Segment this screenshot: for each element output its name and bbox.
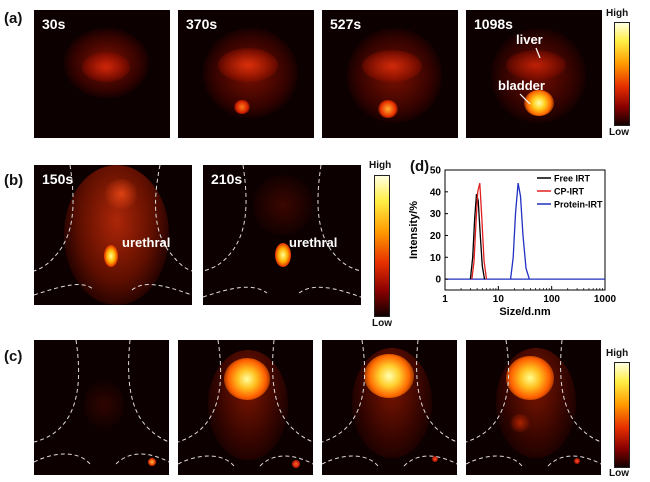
annotation-arrows xyxy=(519,47,541,105)
colorbar-low-label: Low xyxy=(372,318,392,329)
body-outline xyxy=(34,340,169,465)
y-tick-label: 40 xyxy=(430,187,442,198)
panel-a-image-4: 1098s liver bladder xyxy=(466,10,602,138)
liver-glow xyxy=(218,48,278,82)
legend-label: Free IRT xyxy=(554,174,591,184)
series-line-cp-irt xyxy=(471,182,488,280)
bladder-glow xyxy=(378,100,398,118)
legend-label: CP-IRT xyxy=(554,187,584,197)
time-label: 30s xyxy=(42,16,66,32)
panel-a-label: (a) xyxy=(4,10,23,27)
time-label: 210s xyxy=(211,171,243,187)
x-tick-label: 10 xyxy=(493,294,505,305)
size-distribution-chart: 0 10 20 30 40 50 1 10 100 1000 Size/d.nm Intensity/… xyxy=(408,166,617,319)
bladder-glow xyxy=(234,100,250,114)
y-tick-label: 50 xyxy=(430,166,442,177)
liver-glow xyxy=(362,50,422,82)
panel-a-image-3: 527s xyxy=(322,10,458,138)
lower-glow xyxy=(510,414,530,432)
panel-c-colorbar xyxy=(614,362,630,468)
panel-b-colorbar xyxy=(374,175,390,317)
legend-label: Protein-IRT xyxy=(554,200,603,210)
colorbar-low-label: Low xyxy=(609,468,629,479)
colorbar-high-label: High xyxy=(369,160,392,171)
time-label: 150s xyxy=(42,171,74,187)
liver-glow xyxy=(82,52,130,82)
panel-c-image-3 xyxy=(322,340,457,475)
urethral-annotation: urethral xyxy=(122,235,171,250)
y-tick-label: 20 xyxy=(430,231,442,242)
body-outline xyxy=(203,165,361,298)
liver-glow xyxy=(224,358,270,400)
y-tick-label: 10 xyxy=(430,253,442,264)
series-line-protein-irt xyxy=(509,182,530,280)
time-label: 527s xyxy=(330,16,362,32)
liver-glow xyxy=(506,356,554,400)
panel-b-image-2: 210s urethral xyxy=(203,165,361,305)
faint-glow xyxy=(84,380,124,430)
panel-d-label: (d) xyxy=(410,158,430,175)
x-axis-label: Size/d.nm xyxy=(499,306,551,318)
body-outline xyxy=(466,340,601,467)
colorbar-low-label: Low xyxy=(609,127,629,138)
y-tick-label: 0 xyxy=(435,275,441,286)
urethral-annotation: urethral xyxy=(289,235,338,250)
spot xyxy=(292,460,300,468)
panel-c-label: (c) xyxy=(4,348,23,365)
x-tick-label: 1 xyxy=(442,294,448,305)
body-outline xyxy=(34,165,192,296)
upper-glow xyxy=(104,179,138,209)
panel-b-label: (b) xyxy=(4,172,24,189)
panel-c-image-1 xyxy=(34,340,169,475)
panel-a-image-2: 370s xyxy=(178,10,314,138)
urethral-glow xyxy=(275,243,291,267)
colorbar-high-label: High xyxy=(606,8,629,19)
time-label: 1098s xyxy=(474,16,513,32)
y-tick-label: 30 xyxy=(430,209,442,220)
time-label: 370s xyxy=(186,16,218,32)
spot xyxy=(432,456,438,462)
x-tick-label: 1000 xyxy=(594,294,617,305)
panel-c-image-4 xyxy=(466,340,601,475)
liver-glow xyxy=(506,50,566,80)
body-glow xyxy=(253,175,313,235)
colorbar-high-label: High xyxy=(606,348,629,359)
panel-a-colorbar xyxy=(614,22,630,126)
y-axis-label: Intensity/% xyxy=(408,201,420,259)
body-outline xyxy=(178,340,313,467)
x-tick-label: 100 xyxy=(543,294,560,305)
body-outline xyxy=(322,340,457,467)
panel-c-image-2 xyxy=(178,340,313,475)
panel-b-image-1: 150s urethral xyxy=(34,165,192,305)
spot xyxy=(574,458,580,464)
spot xyxy=(148,458,156,466)
urethral-glow xyxy=(104,245,118,267)
bladder-annotation: bladder xyxy=(498,78,545,93)
panel-a-image-1: 30s xyxy=(34,10,170,138)
liver-glow xyxy=(364,354,414,398)
liver-annotation: liver xyxy=(516,32,543,47)
